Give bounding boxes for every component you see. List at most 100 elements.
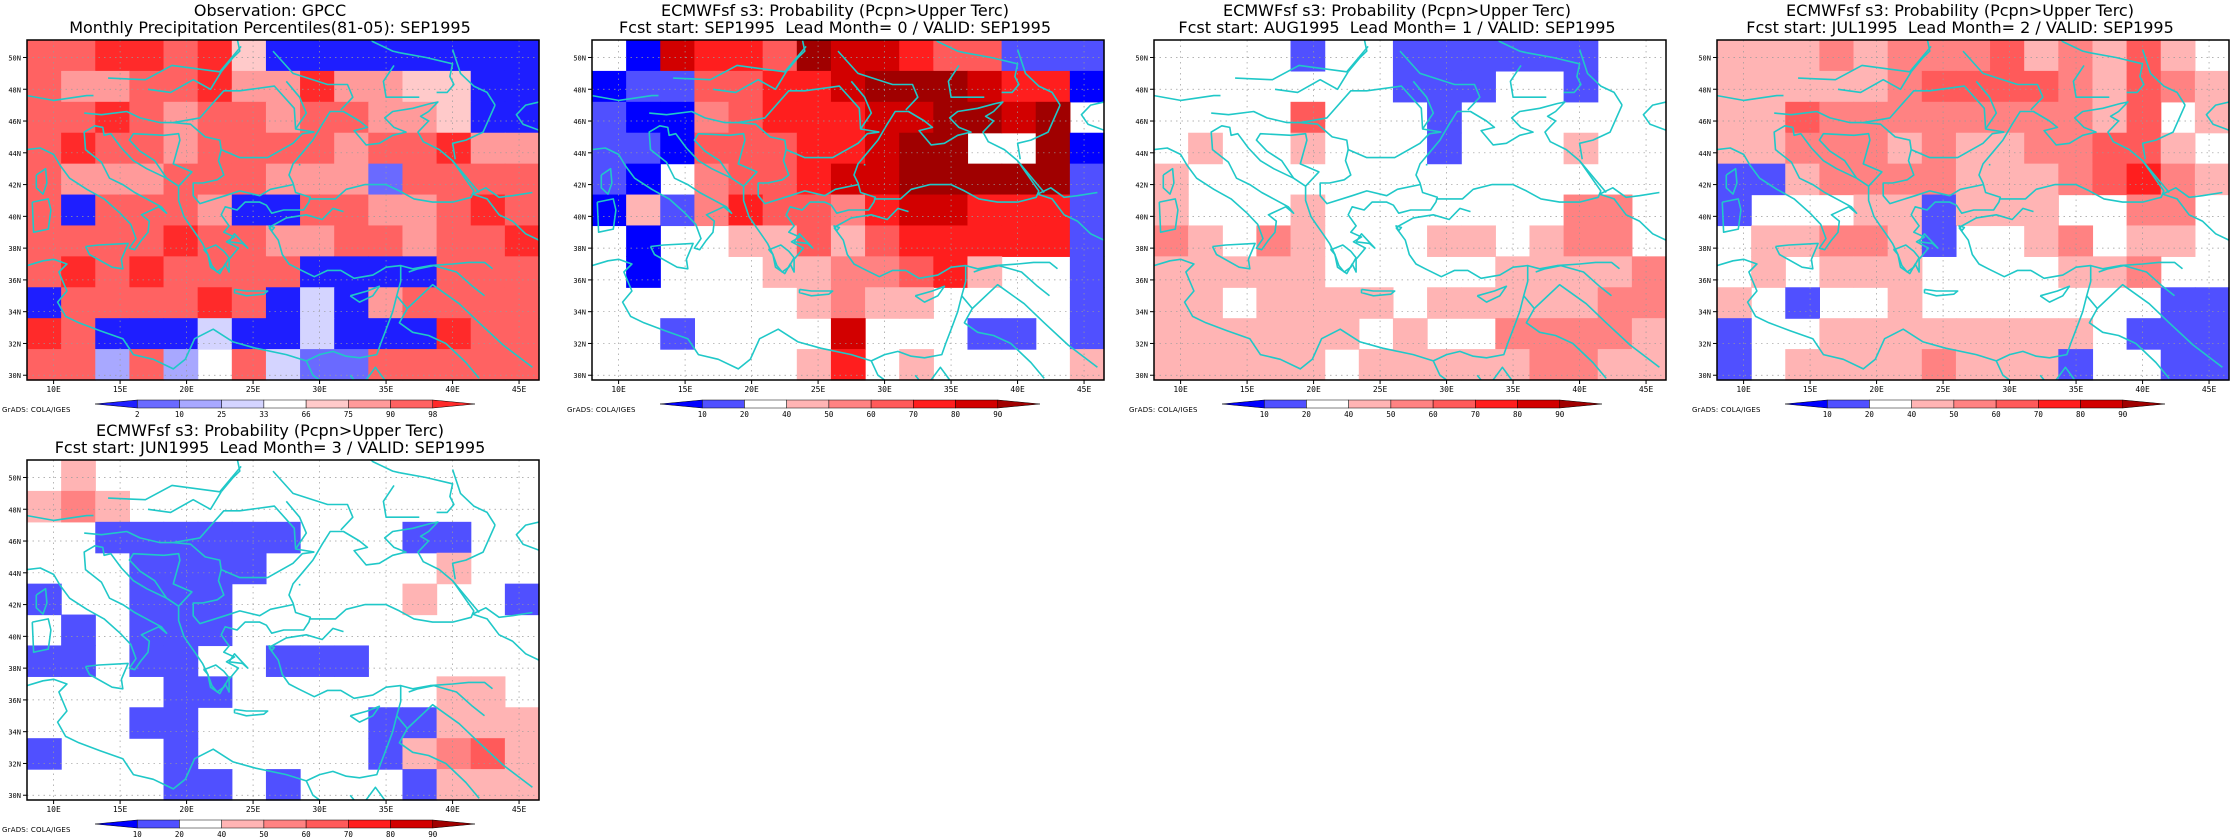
lon-tick-label: 15E bbox=[113, 385, 128, 394]
grid-cell bbox=[436, 194, 472, 227]
lat-tick-label: 42N bbox=[8, 602, 21, 610]
coastline bbox=[1347, 40, 1368, 73]
grads-credit: GrADS: COLA/IGES bbox=[1692, 406, 1761, 414]
grid-cell bbox=[1751, 163, 1786, 196]
grid-cell bbox=[163, 769, 199, 801]
grid-cell bbox=[865, 287, 900, 319]
coastline bbox=[1721, 198, 1742, 233]
grid-cell bbox=[402, 583, 438, 616]
legend-swatch bbox=[1911, 399, 1955, 409]
coastline bbox=[365, 366, 386, 380]
coastline bbox=[785, 40, 806, 73]
lat-tick-label: 44N bbox=[8, 150, 21, 158]
grid-cell bbox=[830, 287, 866, 319]
coastline bbox=[220, 460, 241, 493]
grid-cell bbox=[1751, 225, 1786, 257]
lon-tick-label: 30E bbox=[2002, 385, 2017, 394]
grads-credit: GrADS: COLA/IGES bbox=[2, 406, 71, 414]
grid-cell bbox=[231, 287, 267, 319]
legend-swatch bbox=[94, 399, 138, 409]
axes: 10E 15E 20E 25E 30E 35E 40E 45E 30N 32N 34N 36N 38N 4… bbox=[573, 54, 1091, 394]
legend-label: 70 bbox=[344, 830, 354, 839]
coastlines bbox=[1717, 40, 2229, 380]
grid-cell bbox=[1990, 318, 2025, 350]
lon-tick-label: 45E bbox=[1077, 385, 1092, 394]
coastline bbox=[757, 149, 859, 205]
grid-cell bbox=[1256, 349, 1292, 381]
coastline bbox=[1578, 49, 1623, 106]
grid-cell bbox=[899, 40, 934, 72]
grid-cell bbox=[1461, 225, 1496, 257]
legend-label: 80 bbox=[1513, 410, 1523, 419]
grid-cell bbox=[1427, 40, 1462, 72]
grid-cell bbox=[762, 40, 798, 72]
grid-cell bbox=[1955, 40, 1991, 72]
coastline bbox=[400, 261, 493, 270]
lat-tick-label: 34N bbox=[8, 309, 21, 317]
grid-cell bbox=[129, 70, 165, 103]
coastline bbox=[285, 500, 308, 550]
coastline bbox=[349, 794, 355, 800]
lon-tick-label: 40E bbox=[2135, 385, 2150, 394]
grid-cell bbox=[1069, 287, 1105, 319]
grid-cell bbox=[1290, 132, 1326, 165]
panel-title: Observation: GPCC bbox=[193, 1, 347, 20]
grid-cell bbox=[865, 40, 900, 72]
coastline bbox=[27, 521, 475, 695]
grid-cell bbox=[300, 194, 335, 227]
map-frame bbox=[26, 459, 540, 801]
grid-cell bbox=[129, 707, 165, 739]
legend-swatch bbox=[2080, 399, 2124, 409]
coastline bbox=[472, 613, 539, 661]
coastline bbox=[27, 94, 94, 102]
coastline bbox=[1162, 167, 1175, 195]
grid-cell bbox=[865, 194, 900, 227]
legend-label: 2 bbox=[135, 410, 140, 419]
grid-cell bbox=[61, 225, 96, 257]
lat-tick-label: 40N bbox=[1698, 213, 1711, 221]
legend-label: 10 bbox=[1823, 410, 1833, 419]
precip-map: 10E 15E 20E 25E 30E 35E 40E 45E 30N 32N 34N 36N 38N 4… bbox=[1135, 39, 1667, 419]
grid-cell bbox=[626, 132, 661, 165]
coastline bbox=[406, 283, 533, 368]
grid-cell bbox=[27, 256, 62, 288]
coastline bbox=[1893, 244, 1920, 273]
coastline bbox=[27, 514, 94, 522]
grid-cell bbox=[1563, 225, 1599, 257]
grid-cell bbox=[2126, 194, 2162, 227]
coastline bbox=[2141, 104, 2186, 160]
grid-cell bbox=[129, 256, 165, 288]
map-panel-lead-0: ECMWFsf s3: Probability (Pcpn>Upper Terc… bbox=[565, 0, 1105, 420]
grid-cell bbox=[470, 225, 506, 257]
grid-cell bbox=[1853, 349, 1889, 381]
grid-cell bbox=[1819, 40, 1855, 72]
legend-label: 70 bbox=[2034, 410, 2044, 419]
grid-cell bbox=[1785, 70, 1820, 103]
map-panel-observation: Observation: GPCC Monthly Precipitation … bbox=[0, 0, 540, 420]
grid-cell bbox=[1290, 256, 1326, 288]
grid-cell bbox=[728, 194, 764, 227]
grid-cell bbox=[129, 101, 165, 134]
lat-tick-label: 46N bbox=[1698, 118, 1711, 126]
legend-label: 40 bbox=[782, 410, 792, 419]
grid-cell bbox=[1069, 194, 1105, 227]
grid-cell bbox=[368, 256, 404, 288]
legend-swatch bbox=[1826, 399, 1870, 409]
coastline bbox=[220, 40, 241, 73]
grid-cell bbox=[865, 163, 900, 196]
grid-cell bbox=[436, 349, 472, 381]
color-legend: 10 20 40 50 60 70 80 90 bbox=[94, 819, 476, 839]
coastline bbox=[2162, 187, 2223, 199]
coastline bbox=[305, 780, 321, 800]
lat-tick-label: 38N bbox=[8, 245, 21, 253]
grid-cell bbox=[1563, 318, 1599, 350]
grid-cell bbox=[1887, 194, 1923, 227]
coastline bbox=[451, 160, 480, 194]
grid-cell bbox=[899, 70, 934, 103]
coastline bbox=[1330, 244, 1357, 273]
grid-cell bbox=[2160, 225, 2196, 257]
coastline bbox=[738, 121, 880, 159]
grid-cell bbox=[163, 132, 199, 165]
grid-cell bbox=[436, 70, 472, 103]
lat-tick-label: 32N bbox=[1698, 340, 1711, 348]
